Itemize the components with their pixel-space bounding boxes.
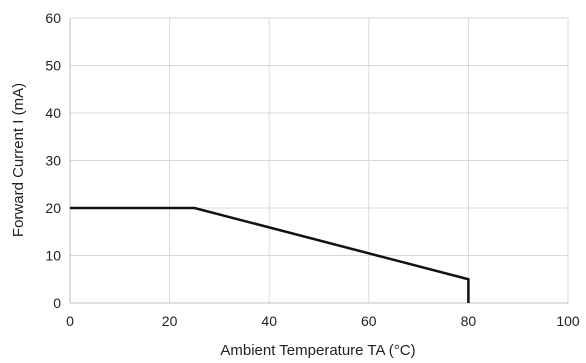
x-tick-label: 0 bbox=[66, 313, 74, 329]
y-tick-label: 50 bbox=[45, 58, 61, 74]
y-tick-label: 40 bbox=[45, 105, 61, 121]
x-tick-label: 100 bbox=[556, 313, 580, 329]
y-tick-label: 20 bbox=[45, 200, 61, 216]
x-axis-title: Ambient Temperature TA (°C) bbox=[220, 342, 415, 359]
x-tick-label: 80 bbox=[461, 313, 477, 329]
y-tick-label: 30 bbox=[45, 153, 61, 169]
y-tick-label: 0 bbox=[53, 295, 61, 311]
x-tick-label: 20 bbox=[162, 313, 178, 329]
x-tick-label: 40 bbox=[261, 313, 277, 329]
y-tick-label: 60 bbox=[45, 10, 61, 26]
y-axis-title: Forward Current I (mA) bbox=[10, 83, 27, 237]
y-tick-label: 10 bbox=[45, 248, 61, 264]
x-tick-label: 60 bbox=[361, 313, 377, 329]
